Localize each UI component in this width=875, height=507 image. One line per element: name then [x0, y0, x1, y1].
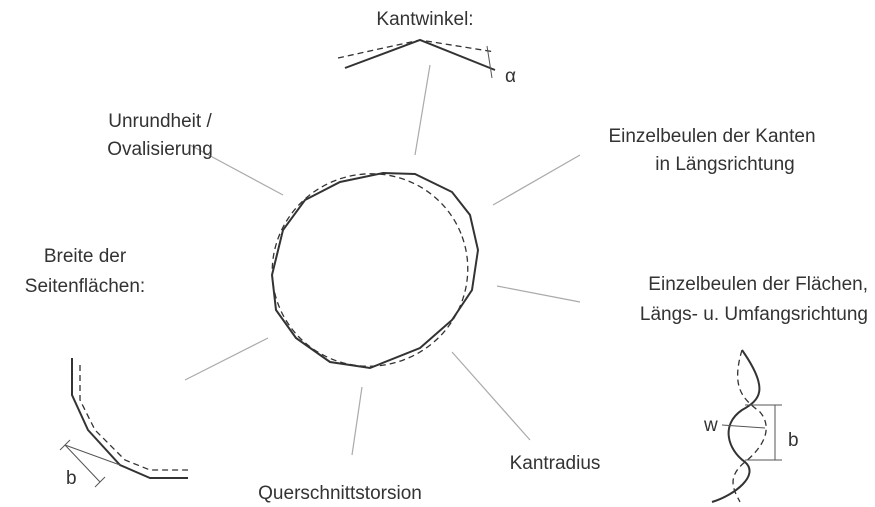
edge-solid [344, 38, 496, 71]
dimension [64, 444, 101, 483]
leader [184, 337, 269, 381]
leader [351, 386, 363, 456]
label: Unrundheit / [108, 111, 212, 132]
leader [496, 285, 581, 303]
symbol: α [505, 66, 516, 87]
wave-icon [711, 349, 782, 503]
symbol: b [788, 430, 799, 451]
wave-dashed [732, 349, 767, 503]
cross-section [270, 171, 480, 370]
edge-dashed [337, 39, 496, 59]
label: Längs- u. Umfangsrichtung [640, 304, 868, 325]
label: Einzelbeulen der Kanten [608, 126, 815, 147]
leader-lines [184, 64, 581, 456]
label: Querschnittstorsion [258, 483, 422, 504]
symbol: b [66, 468, 77, 489]
tick [94, 476, 106, 488]
label: Kantradius [510, 453, 601, 474]
leader [189, 144, 284, 196]
label: Kantwinkel: [376, 9, 473, 30]
wave-solid [711, 349, 761, 503]
extension [64, 444, 121, 466]
corner-solid [71, 358, 188, 479]
symbol: w [703, 415, 718, 436]
label: Breite der [44, 246, 127, 267]
ideal-circle [271, 173, 469, 367]
leader [414, 64, 431, 156]
angle-icon [337, 38, 496, 79]
label: Seitenflächen: [25, 276, 145, 297]
label: in Längsrichtung [655, 154, 794, 175]
label: Ovalisierung [107, 139, 213, 160]
leader [492, 154, 581, 206]
corner-dashed [79, 365, 188, 471]
corner-icon [59, 358, 188, 488]
w-dimension [721, 424, 766, 429]
leader [451, 351, 531, 441]
tick [486, 45, 493, 79]
label: Einzelbeulen der Flächen, [648, 274, 868, 295]
